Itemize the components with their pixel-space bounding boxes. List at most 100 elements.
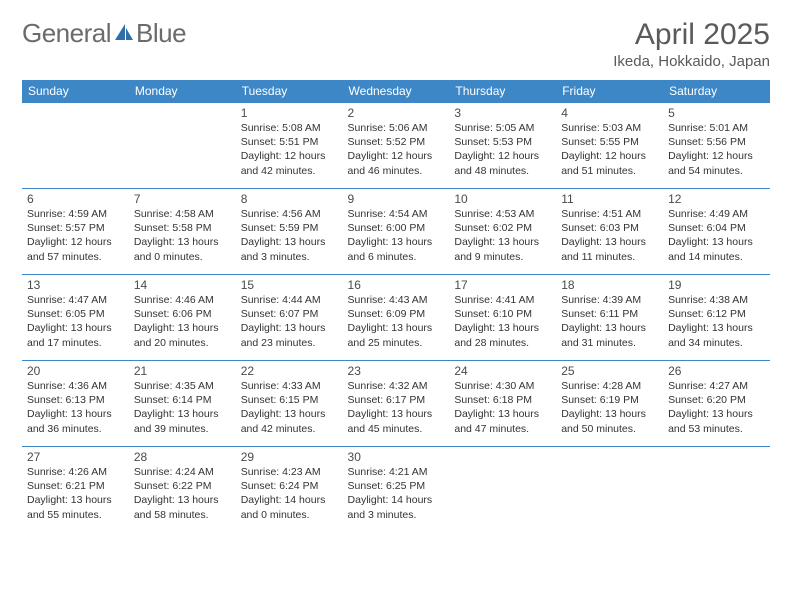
day-info-line: Sunset: 5:52 PM [348, 135, 445, 149]
calendar-day-cell: 21Sunrise: 4:35 AMSunset: 6:14 PMDayligh… [129, 361, 236, 447]
day-info-line: and 31 minutes. [561, 336, 658, 350]
day-info-line: Daylight: 13 hours [454, 235, 551, 249]
day-number: 30 [348, 450, 445, 464]
day-info-line: and 0 minutes. [134, 250, 231, 264]
day-number: 16 [348, 278, 445, 292]
day-info-line: Daylight: 13 hours [134, 493, 231, 507]
calendar-day-cell: 28Sunrise: 4:24 AMSunset: 6:22 PMDayligh… [129, 447, 236, 533]
day-number: 12 [668, 192, 765, 206]
day-info-line: Sunset: 6:03 PM [561, 221, 658, 235]
day-info-line: Daylight: 13 hours [668, 321, 765, 335]
day-info-line: Sunset: 5:55 PM [561, 135, 658, 149]
calendar-day-cell: 22Sunrise: 4:33 AMSunset: 6:15 PMDayligh… [236, 361, 343, 447]
day-info-line: Daylight: 13 hours [27, 321, 124, 335]
calendar-day-cell: 8Sunrise: 4:56 AMSunset: 5:59 PMDaylight… [236, 189, 343, 275]
day-info-line: and 20 minutes. [134, 336, 231, 350]
day-number: 4 [561, 106, 658, 120]
location-text: Ikeda, Hokkaido, Japan [613, 53, 770, 70]
calendar-empty-cell [449, 447, 556, 533]
calendar-empty-cell [129, 103, 236, 189]
logo-text-a: General [22, 18, 111, 49]
logo-text-b: Blue [136, 18, 186, 49]
day-number: 27 [27, 450, 124, 464]
day-info-line: Daylight: 13 hours [561, 407, 658, 421]
day-info-line: Sunrise: 4:41 AM [454, 293, 551, 307]
day-info-line: Daylight: 12 hours [27, 235, 124, 249]
day-info-line: Sunrise: 4:43 AM [348, 293, 445, 307]
calendar-day-cell: 29Sunrise: 4:23 AMSunset: 6:24 PMDayligh… [236, 447, 343, 533]
day-info-line: Daylight: 13 hours [241, 235, 338, 249]
day-info-line: Sunset: 5:51 PM [241, 135, 338, 149]
day-info-line: Sunrise: 4:28 AM [561, 379, 658, 393]
day-info-line: and 42 minutes. [241, 164, 338, 178]
day-info-line: Daylight: 13 hours [27, 493, 124, 507]
day-number: 20 [27, 364, 124, 378]
day-info-line: and 0 minutes. [241, 508, 338, 522]
day-number: 10 [454, 192, 551, 206]
day-info-line: Daylight: 13 hours [454, 321, 551, 335]
day-number: 1 [241, 106, 338, 120]
day-info-line: Sunrise: 5:05 AM [454, 121, 551, 135]
day-info-line: Sunset: 6:21 PM [27, 479, 124, 493]
day-info-line: Sunrise: 4:30 AM [454, 379, 551, 393]
weekday-header: Sunday [22, 80, 129, 103]
day-info-line: Daylight: 14 hours [241, 493, 338, 507]
calendar-week-row: 27Sunrise: 4:26 AMSunset: 6:21 PMDayligh… [22, 447, 770, 533]
calendar-day-cell: 25Sunrise: 4:28 AMSunset: 6:19 PMDayligh… [556, 361, 663, 447]
calendar-day-cell: 12Sunrise: 4:49 AMSunset: 6:04 PMDayligh… [663, 189, 770, 275]
day-info-line: and 48 minutes. [454, 164, 551, 178]
day-info-line: Sunrise: 4:38 AM [668, 293, 765, 307]
day-info-line: Daylight: 12 hours [454, 149, 551, 163]
day-info-line: Sunset: 6:15 PM [241, 393, 338, 407]
day-info-line: and 54 minutes. [668, 164, 765, 178]
day-info-line: Sunset: 5:59 PM [241, 221, 338, 235]
calendar-day-cell: 16Sunrise: 4:43 AMSunset: 6:09 PMDayligh… [343, 275, 450, 361]
day-info-line: and 28 minutes. [454, 336, 551, 350]
calendar-day-cell: 6Sunrise: 4:59 AMSunset: 5:57 PMDaylight… [22, 189, 129, 275]
calendar-day-cell: 5Sunrise: 5:01 AMSunset: 5:56 PMDaylight… [663, 103, 770, 189]
day-info-line: and 17 minutes. [27, 336, 124, 350]
day-info-line: and 57 minutes. [27, 250, 124, 264]
day-info-line: Sunset: 5:56 PM [668, 135, 765, 149]
day-number: 14 [134, 278, 231, 292]
day-info-line: Daylight: 12 hours [668, 149, 765, 163]
weekday-header: Thursday [449, 80, 556, 103]
calendar-week-row: 1Sunrise: 5:08 AMSunset: 5:51 PMDaylight… [22, 103, 770, 189]
calendar-empty-cell [22, 103, 129, 189]
calendar-day-cell: 30Sunrise: 4:21 AMSunset: 6:25 PMDayligh… [343, 447, 450, 533]
page-header: General Blue April 2025 Ikeda, Hokkaido,… [22, 18, 770, 70]
day-info-line: Sunset: 6:17 PM [348, 393, 445, 407]
calendar-day-cell: 24Sunrise: 4:30 AMSunset: 6:18 PMDayligh… [449, 361, 556, 447]
weekday-row: SundayMondayTuesdayWednesdayThursdayFrid… [22, 80, 770, 103]
day-info-line: Sunrise: 4:39 AM [561, 293, 658, 307]
day-info-line: Sunrise: 4:36 AM [27, 379, 124, 393]
day-info-line: Sunset: 6:06 PM [134, 307, 231, 321]
day-info-line: Sunrise: 4:46 AM [134, 293, 231, 307]
calendar-week-row: 6Sunrise: 4:59 AMSunset: 5:57 PMDaylight… [22, 189, 770, 275]
day-number: 5 [668, 106, 765, 120]
day-info-line: Sunrise: 5:08 AM [241, 121, 338, 135]
day-info-line: Daylight: 13 hours [348, 407, 445, 421]
day-number: 19 [668, 278, 765, 292]
day-info-line: and 47 minutes. [454, 422, 551, 436]
day-info-line: Daylight: 13 hours [668, 407, 765, 421]
day-info-line: Sunset: 5:58 PM [134, 221, 231, 235]
day-info-line: Sunset: 6:19 PM [561, 393, 658, 407]
day-info-line: and 36 minutes. [27, 422, 124, 436]
day-info-line: Sunrise: 4:27 AM [668, 379, 765, 393]
day-info-line: Sunset: 6:05 PM [27, 307, 124, 321]
calendar-day-cell: 4Sunrise: 5:03 AMSunset: 5:55 PMDaylight… [556, 103, 663, 189]
day-number: 22 [241, 364, 338, 378]
day-info-line: and 9 minutes. [454, 250, 551, 264]
calendar-day-cell: 11Sunrise: 4:51 AMSunset: 6:03 PMDayligh… [556, 189, 663, 275]
sail-icon [113, 18, 135, 49]
day-info-line: Sunrise: 4:53 AM [454, 207, 551, 221]
day-info-line: Daylight: 12 hours [241, 149, 338, 163]
day-info-line: Sunset: 6:07 PM [241, 307, 338, 321]
calendar-day-cell: 1Sunrise: 5:08 AMSunset: 5:51 PMDaylight… [236, 103, 343, 189]
day-number: 29 [241, 450, 338, 464]
day-info-line: Sunrise: 4:24 AM [134, 465, 231, 479]
day-number: 13 [27, 278, 124, 292]
weekday-header: Saturday [663, 80, 770, 103]
day-info-line: Daylight: 13 hours [134, 407, 231, 421]
